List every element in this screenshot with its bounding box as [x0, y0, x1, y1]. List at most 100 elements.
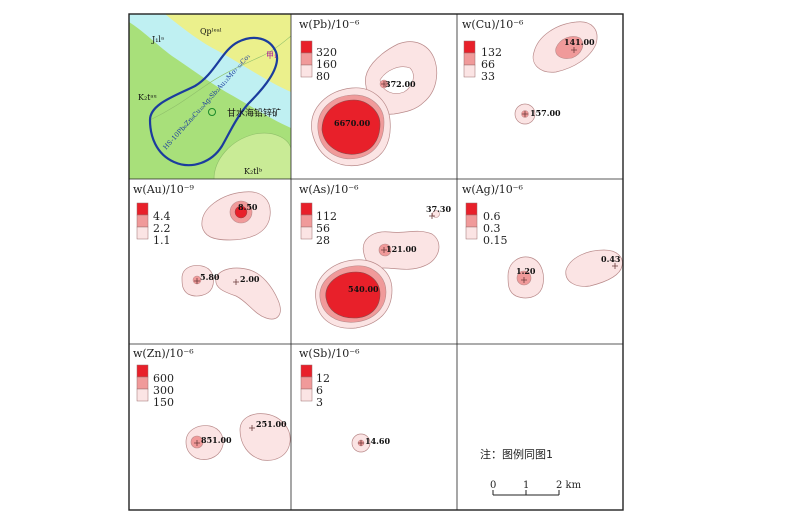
au-contours — [181, 191, 281, 320]
peak-label-cu-2: 157.00 — [530, 108, 561, 118]
legend-value-low: 28 — [316, 234, 330, 247]
legend-value-high: 320 — [316, 46, 337, 59]
peak-label-sb-1: 14.60 — [365, 436, 390, 446]
legend: 4.4 2.2 1.1 — [136, 202, 171, 247]
legend-value-mid: 160 — [316, 58, 337, 71]
scale-label-1: 1 — [523, 480, 529, 491]
cross-sb — [358, 440, 364, 446]
anomaly-outline — [148, 36, 279, 167]
panel-grid — [128, 13, 624, 511]
legend-value-low: 3 — [316, 396, 323, 409]
ag-contours — [507, 249, 623, 299]
legend: 320 160 80 — [300, 40, 337, 83]
peak-label-au-1: 8.50 — [238, 202, 258, 212]
cu-contours — [514, 21, 598, 125]
legend-swatch-high — [463, 40, 476, 54]
pb-contour-hole — [379, 66, 414, 94]
panel-title: w(Ag)/10⁻⁶ — [462, 183, 523, 196]
cross-as-2 — [381, 247, 387, 253]
legend-value-low: 1.1 — [153, 234, 171, 247]
cross-zn-2 — [249, 425, 255, 431]
legend-value-high: 0.6 — [483, 210, 501, 223]
deposit-label: 甘水海铅锌矿 — [227, 107, 281, 119]
deposit-marker — [208, 108, 216, 116]
peak-label-zn-1: 851.00 — [201, 435, 232, 445]
sample-point-crosses — [194, 47, 618, 446]
panel-title: w(Pb)/10⁻⁶ — [299, 18, 360, 31]
point-label: 甲₁ — [266, 51, 277, 60]
au-contour-high — [234, 205, 248, 219]
legend-swatch-high — [136, 202, 149, 216]
zn-contours — [185, 413, 291, 461]
scale-label-2: 2 km — [556, 480, 582, 491]
legend-swatch-mid — [136, 214, 149, 228]
legend-value-high: 600 — [153, 372, 174, 385]
as-contour-high — [325, 271, 381, 319]
geology-panel: J₁lᵃ Qpˡᵉᵃˡ K₂tᵃᵘ K₂tlᵇ 甘水海铅锌矿 HS-10Pb₆Z… — [129, 14, 291, 179]
cross-pb — [381, 81, 387, 87]
cross-au — [194, 278, 200, 284]
legend-value-low: 0.15 — [483, 234, 508, 247]
legend-swatch-low — [300, 388, 313, 402]
panel-as: w(As)/10⁻⁶ 112 56 28 — [299, 183, 359, 247]
legend-swatch-mid — [136, 376, 149, 390]
geo-lightgreen-unit — [213, 132, 291, 179]
legend-swatch-mid — [463, 52, 476, 66]
panel-au: w(Au)/10⁻⁹ 4.4 2.2 1.1 — [133, 183, 195, 247]
legend-swatch-low — [136, 388, 149, 402]
panel-ag: w(Ag)/10⁻⁶ 0.6 0.3 0.15 — [462, 183, 523, 247]
cross-cu-2 — [522, 111, 528, 117]
panel-pb: w(Pb)/10⁻⁶ 320 160 80 — [299, 18, 360, 83]
peak-label-au-3: 2.00 — [240, 274, 260, 284]
geo-cyan-unit — [129, 14, 291, 128]
legend-value-mid: 6 — [316, 384, 323, 397]
legend-swatch-low — [465, 226, 478, 240]
legend: 600 300 150 — [136, 364, 174, 409]
peak-labels: 6670.00 372.00 141.00 157.00 8.50 5.80 2… — [200, 37, 621, 446]
legend-swatch-low — [300, 64, 313, 78]
legend: 132 66 33 — [463, 40, 502, 83]
au-contour-low — [215, 267, 281, 320]
peak-label-ag-2: 0.43 — [601, 254, 621, 264]
legend-value-mid: 2.2 — [153, 222, 171, 235]
legend-swatch-high — [136, 364, 149, 378]
legend: 112 56 28 — [300, 202, 337, 247]
panel-title: w(Zn)/10⁻⁶ — [133, 347, 194, 360]
peak-label-au-2: 5.80 — [200, 272, 220, 282]
legend: 0.6 0.3 0.15 — [465, 202, 508, 247]
cross-as — [429, 213, 435, 219]
legend-swatch-mid — [300, 52, 313, 66]
legend: 12 6 3 — [300, 364, 330, 409]
cross-zn — [194, 440, 200, 446]
zn-contour-low — [185, 425, 224, 460]
peak-label-pb-2: 372.00 — [385, 79, 416, 89]
legend-swatch-low — [136, 226, 149, 240]
pb-contours — [311, 41, 438, 166]
geo-contact-line — [149, 35, 291, 121]
panel-title: w(Sb)/10⁻⁶ — [299, 347, 360, 360]
cross-cu — [571, 47, 577, 53]
unit-label-j1l: J₁lᵃ — [151, 35, 164, 44]
unit-label-k2tl: K₂tlᵇ — [244, 167, 262, 176]
cross-ag — [521, 277, 527, 283]
peak-label-zn-2: 251.00 — [256, 419, 287, 429]
legend-swatch-mid — [465, 214, 478, 228]
outer-frame — [128, 13, 624, 511]
peak-label-ag-1: 1.20 — [516, 266, 536, 276]
legend-value-high: 112 — [316, 210, 337, 223]
ag-contour-low — [565, 249, 623, 287]
legend-swatch-high — [300, 364, 313, 378]
legend-value-mid: 56 — [316, 222, 330, 235]
panel-title: w(Au)/10⁻⁹ — [133, 183, 195, 196]
legend-value-high: 4.4 — [153, 210, 171, 223]
cross-ag-2 — [612, 263, 618, 269]
legend-value-high: 12 — [316, 372, 330, 385]
peak-label-pb-1: 6670.00 — [334, 118, 371, 128]
panel-sb: w(Sb)/10⁻⁶ 12 6 3 — [299, 347, 360, 409]
scale-label-0: 0 — [490, 480, 496, 491]
legend-value-mid: 66 — [481, 58, 495, 71]
peak-label-as-2: 121.00 — [386, 244, 417, 254]
unit-label-k2t: K₂tᵃᵘ — [138, 93, 157, 102]
scale-bar: 0 1 2 km — [490, 480, 582, 496]
